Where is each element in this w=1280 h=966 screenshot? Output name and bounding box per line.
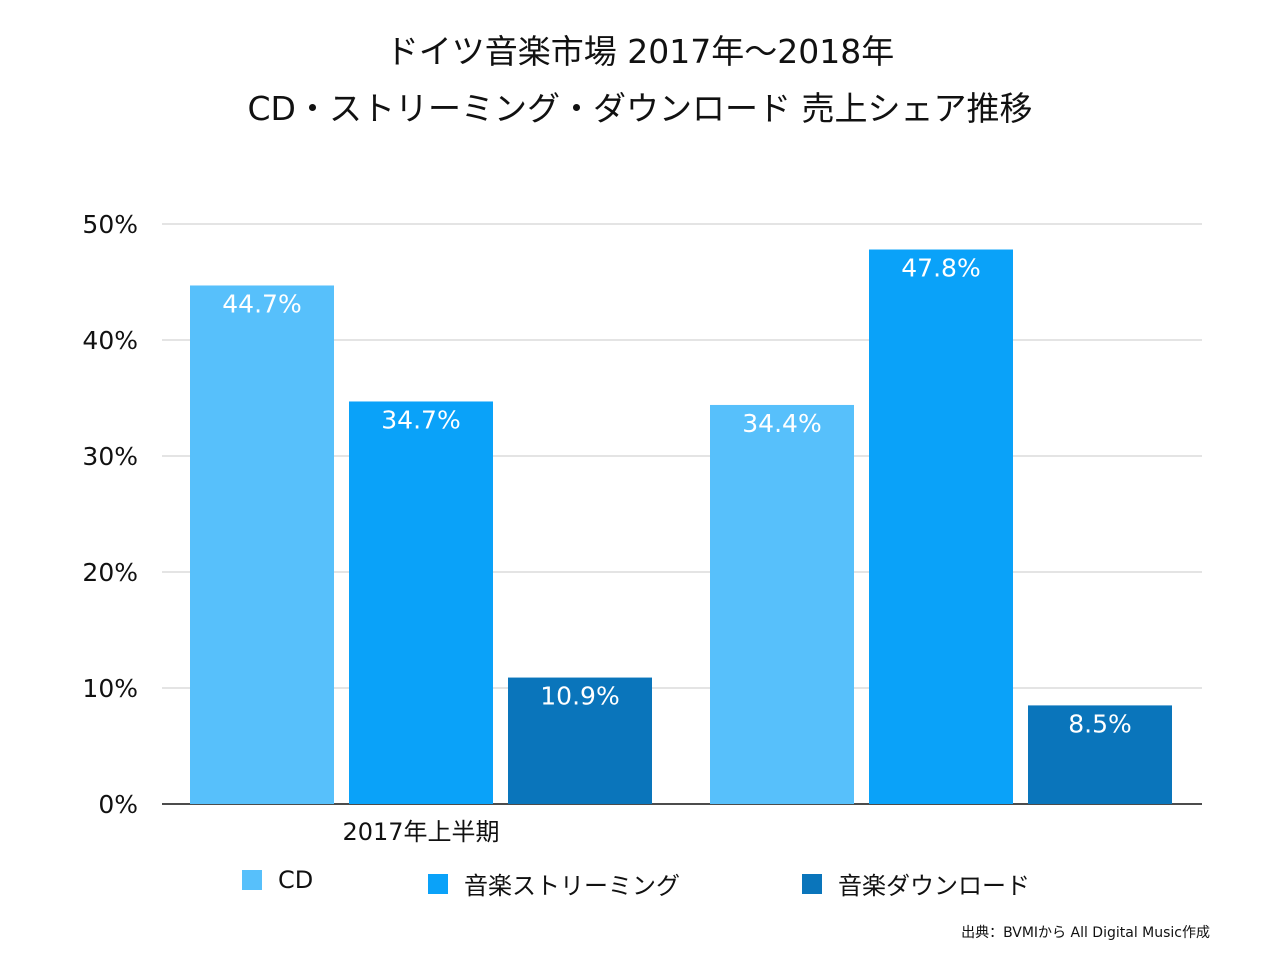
bar bbox=[710, 404, 854, 804]
legend-label-streaming: 音楽ストリーミング bbox=[464, 872, 680, 900]
y-tick-label: 20% bbox=[82, 558, 138, 587]
source-note: 出典：BVMIから All Digital Music作成 bbox=[961, 925, 1210, 941]
data-label: 34.7% bbox=[381, 405, 460, 434]
legend-item-streaming: 音楽ストリーミング bbox=[428, 866, 680, 901]
y-tick-label: 50% bbox=[82, 210, 138, 239]
legend-label-cd: CD bbox=[278, 866, 314, 894]
y-tick-label: 10% bbox=[82, 674, 138, 703]
data-label: 34.4% bbox=[742, 409, 821, 438]
data-label: 44.7% bbox=[222, 289, 301, 318]
data-label: 8.5% bbox=[1068, 709, 1132, 738]
x-category-label: 2017年上半期 bbox=[342, 818, 499, 846]
legend-swatch-streaming bbox=[428, 873, 448, 894]
legend-swatch-download bbox=[802, 873, 822, 894]
data-label: 47.8% bbox=[901, 254, 980, 283]
bar bbox=[869, 249, 1013, 804]
y-tick-label: 40% bbox=[82, 326, 138, 355]
legend-label-download: 音楽ダウンロード bbox=[838, 872, 1030, 900]
bar bbox=[508, 677, 652, 804]
y-tick-label: 0% bbox=[98, 790, 138, 819]
y-tick-label: 30% bbox=[82, 442, 138, 471]
bar bbox=[349, 401, 493, 804]
bar bbox=[1028, 705, 1172, 804]
chart-subtitle: CD・ストリーミング・ダウンロード 売上シェア推移 bbox=[247, 89, 1033, 128]
data-label: 10.9% bbox=[540, 682, 619, 711]
legend-item-download: 音楽ダウンロード bbox=[802, 866, 1030, 901]
chart-title: ドイツ音楽市場 2017年〜2018年 bbox=[385, 32, 895, 71]
legend-item-cd: CD bbox=[242, 866, 313, 894]
bar bbox=[190, 285, 334, 805]
legend-swatch-cd bbox=[242, 870, 262, 890]
